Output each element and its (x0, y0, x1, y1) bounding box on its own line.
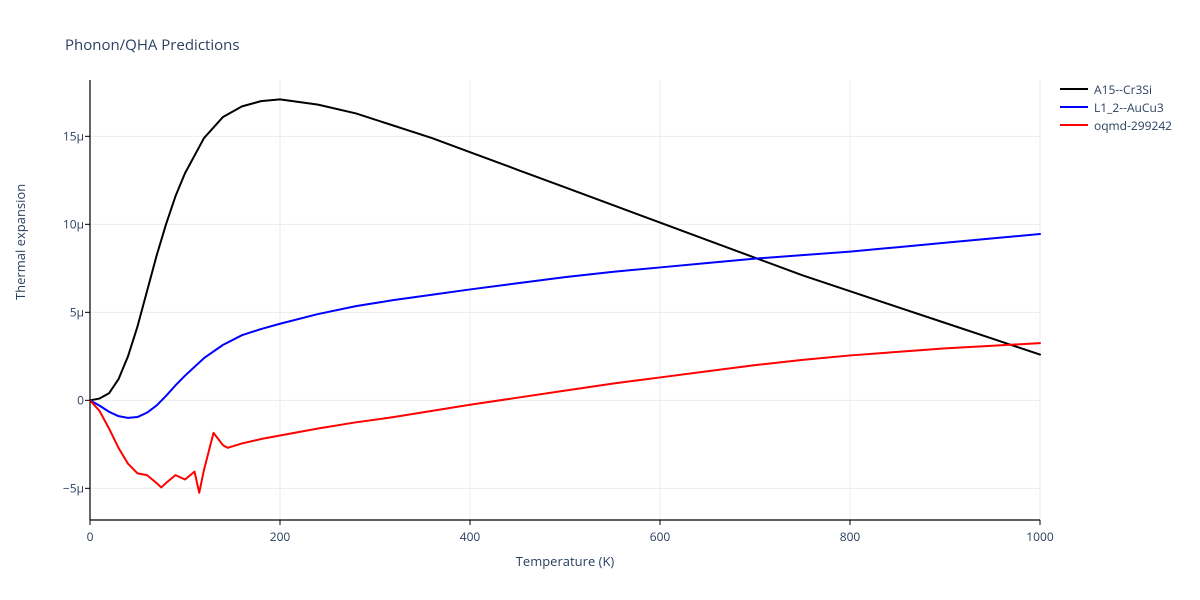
legend-label: L1_2--AuCu3 (1094, 99, 1164, 116)
y-tick-label: 0 (24, 392, 84, 409)
legend-swatch (1060, 106, 1088, 108)
y-tick-label: 5μ (24, 304, 84, 321)
x-tick-label: 800 (840, 528, 861, 545)
x-tick-label: 1000 (1026, 528, 1053, 545)
y-tick-label: −5μ (24, 480, 84, 497)
chart-title: Phonon/QHA Predictions (65, 35, 240, 55)
chart-container: Phonon/QHA Predictions Thermal expansion… (0, 0, 1200, 600)
legend-swatch (1060, 124, 1088, 126)
x-axis-title: Temperature (K) (90, 552, 1040, 570)
x-tick-label: 400 (460, 528, 481, 545)
x-tick-label: 0 (87, 528, 94, 545)
legend-item[interactable]: L1_2--AuCu3 (1060, 98, 1172, 116)
legend[interactable]: A15--Cr3Si L1_2--AuCu3 oqmd-299242 (1060, 80, 1172, 134)
legend-swatch (1060, 88, 1088, 90)
y-tick-label: 10μ (24, 216, 84, 233)
legend-item[interactable]: oqmd-299242 (1060, 116, 1172, 134)
legend-item[interactable]: A15--Cr3Si (1060, 80, 1172, 98)
x-tick-label: 600 (650, 528, 671, 545)
legend-label: A15--Cr3Si (1094, 81, 1152, 98)
y-tick-label: 15μ (24, 128, 84, 145)
plot-svg (90, 80, 1040, 520)
x-tick-label: 200 (270, 528, 291, 545)
legend-label: oqmd-299242 (1094, 117, 1172, 134)
y-axis-title: Thermal expansion (11, 184, 29, 300)
plot-area[interactable] (90, 80, 1040, 520)
